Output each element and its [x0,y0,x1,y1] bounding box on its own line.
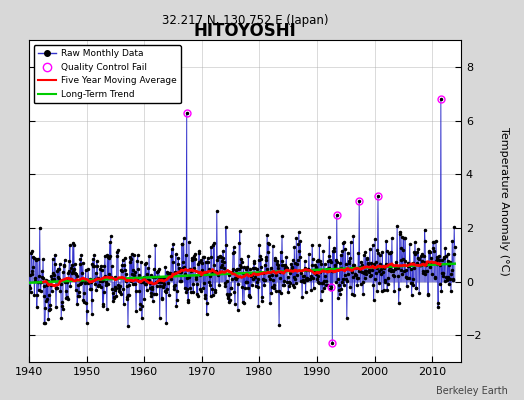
Y-axis label: Temperature Anomaly (°C): Temperature Anomaly (°C) [499,127,509,276]
Legend: Raw Monthly Data, Quality Control Fail, Five Year Moving Average, Long-Term Tren: Raw Monthly Data, Quality Control Fail, … [34,45,181,104]
Text: 32.217 N, 130.752 E (Japan): 32.217 N, 130.752 E (Japan) [162,14,329,28]
Text: Berkeley Earth: Berkeley Earth [436,386,508,396]
Title: HITOYOSHI: HITOYOSHI [194,22,297,40]
